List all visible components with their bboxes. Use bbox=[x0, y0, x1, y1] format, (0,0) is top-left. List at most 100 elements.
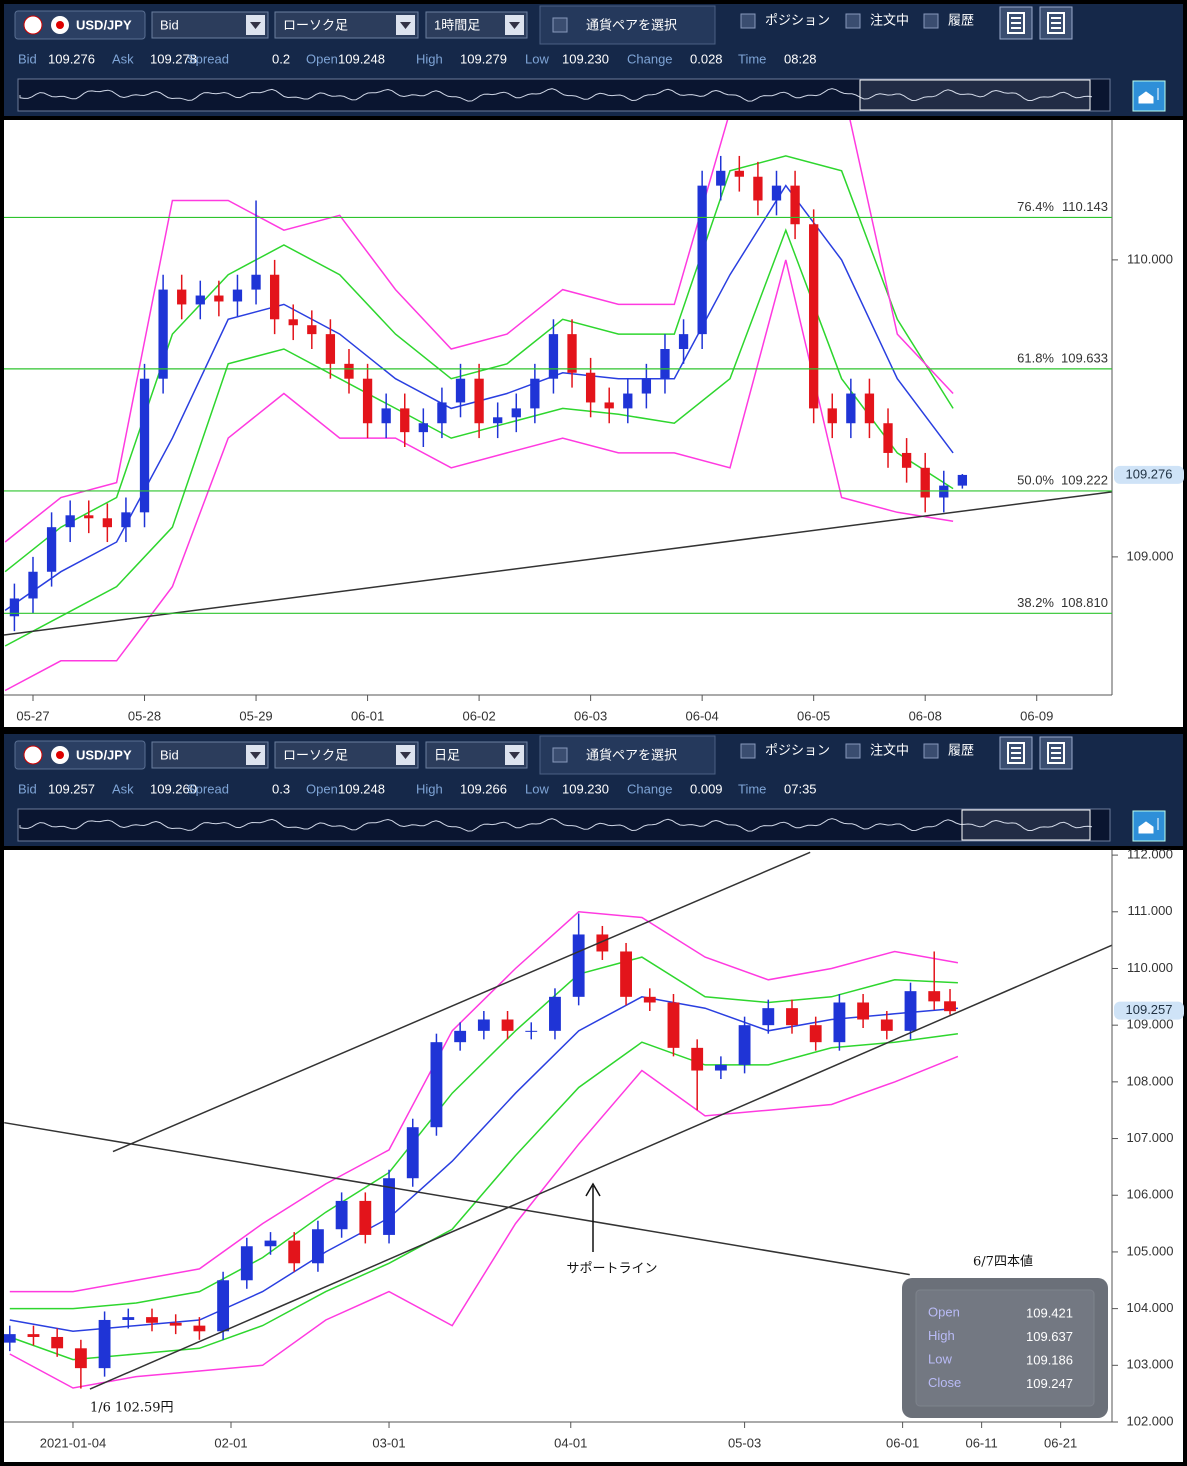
quote-label: Spread bbox=[187, 781, 229, 796]
candle-body bbox=[620, 951, 632, 997]
box-label: Low bbox=[928, 1351, 952, 1366]
candle-body bbox=[809, 1025, 822, 1043]
price-tag-label: 109.257 bbox=[1126, 1002, 1173, 1017]
navigator-window[interactable] bbox=[859, 79, 1091, 111]
quote-label: Open bbox=[306, 51, 338, 66]
plot bbox=[4, 851, 1112, 1390]
quote-value: 07:35 bbox=[784, 781, 817, 796]
candle-body bbox=[158, 289, 168, 379]
checkbox[interactable] bbox=[552, 17, 568, 33]
annotation: サポートライン bbox=[566, 1260, 657, 1275]
dropdown[interactable] bbox=[274, 741, 419, 769]
dropdown-label: Bid bbox=[160, 17, 179, 32]
quote-label: Time bbox=[738, 781, 766, 796]
checkbox-label: ポジション bbox=[765, 12, 830, 27]
candle-body bbox=[857, 1002, 870, 1020]
box-value: 109.186 bbox=[1026, 1352, 1073, 1367]
box-title: 6/7四本値 bbox=[973, 1254, 1033, 1270]
box-value: 109.637 bbox=[1026, 1329, 1073, 1344]
candle-body bbox=[146, 1317, 158, 1323]
quote-value: 109.279 bbox=[460, 51, 507, 66]
candle-body bbox=[864, 393, 875, 424]
quote-label: Ask bbox=[112, 781, 134, 796]
quote-value: 0.028 bbox=[690, 51, 723, 66]
checkbox-label: 注文中 bbox=[870, 742, 909, 757]
checkbox[interactable] bbox=[740, 743, 756, 759]
quote-value: 109.266 bbox=[460, 781, 507, 796]
x-tick-label: 06-01 bbox=[886, 1435, 919, 1450]
x-tick-label: 06-05 bbox=[797, 708, 830, 723]
checkbox[interactable] bbox=[845, 13, 861, 29]
candle-body bbox=[214, 295, 224, 302]
select-pair-button[interactable] bbox=[539, 5, 716, 45]
checkbox[interactable] bbox=[740, 13, 756, 29]
x-tick-label: 05-28 bbox=[128, 708, 161, 723]
candle-body bbox=[734, 170, 744, 177]
y-tick-label: 112.000 bbox=[1127, 847, 1173, 862]
pair-button[interactable] bbox=[14, 10, 146, 40]
candle-body bbox=[477, 1019, 490, 1031]
candle-body bbox=[455, 378, 466, 403]
dropdown[interactable] bbox=[274, 11, 419, 39]
quote-label: Open bbox=[306, 781, 338, 796]
checkbox[interactable] bbox=[923, 13, 939, 29]
candle-body bbox=[846, 393, 856, 424]
plot bbox=[4, 120, 1112, 692]
candle-body bbox=[344, 363, 354, 379]
candle-body bbox=[786, 1008, 798, 1026]
quote-label: Time bbox=[738, 51, 766, 66]
quote-value: 109.260 bbox=[150, 781, 197, 796]
candle-body bbox=[269, 274, 280, 320]
candle-body bbox=[362, 378, 373, 424]
checkbox[interactable] bbox=[923, 743, 939, 759]
x-tick-label: 06-01 bbox=[351, 708, 384, 723]
y-tick-label: 110.000 bbox=[1127, 251, 1173, 266]
candle-body bbox=[46, 527, 57, 572]
candle-body bbox=[753, 176, 763, 201]
checkbox[interactable] bbox=[552, 747, 568, 763]
candle-body bbox=[51, 1336, 64, 1349]
checkbox[interactable] bbox=[845, 743, 861, 759]
fib-level: 38.2% bbox=[1017, 595, 1054, 610]
dropdown-arrow bbox=[250, 22, 261, 29]
checkbox-label: ポジション bbox=[765, 742, 830, 757]
candle-body bbox=[667, 1002, 680, 1048]
y-tick-label: 105.000 bbox=[1127, 1243, 1174, 1258]
candle-body bbox=[790, 185, 800, 225]
trend-line bbox=[4, 491, 1112, 636]
dropdown-arrow bbox=[250, 752, 261, 759]
candle-body bbox=[307, 325, 317, 335]
quote-value: 0.2 bbox=[272, 51, 290, 66]
candle-body bbox=[572, 934, 585, 997]
x-tick-label: 06-11 bbox=[965, 1435, 997, 1450]
select-pair-button[interactable] bbox=[539, 735, 716, 775]
candle-body bbox=[928, 991, 941, 1002]
x-tick-label: 06-21 bbox=[1044, 1435, 1077, 1450]
band-line bbox=[9, 911, 959, 1293]
candle-body bbox=[311, 1229, 324, 1264]
candle-body bbox=[217, 1280, 230, 1332]
quote-label: Low bbox=[525, 51, 549, 66]
candle-body bbox=[549, 996, 561, 1031]
quote-label: Ask bbox=[112, 51, 134, 66]
candle-body bbox=[567, 334, 577, 373]
candle-body bbox=[240, 1246, 253, 1281]
candle-body bbox=[325, 334, 336, 364]
select-pair-label: 通貨ペアを選択 bbox=[586, 747, 677, 762]
candle-body bbox=[501, 1019, 514, 1031]
trend-line bbox=[4, 1121, 910, 1276]
candle-body bbox=[264, 1240, 277, 1247]
candle-body bbox=[901, 452, 912, 468]
candle-body bbox=[383, 1178, 395, 1235]
select-pair-label: 通貨ペアを選択 bbox=[586, 17, 677, 32]
pair-button[interactable] bbox=[14, 740, 146, 770]
tool-icon bbox=[1007, 742, 1025, 764]
checkbox-label: 履歴 bbox=[948, 742, 974, 757]
quote-label: High bbox=[416, 51, 443, 66]
navigator-window[interactable] bbox=[961, 809, 1091, 841]
y-tick-label: 108.000 bbox=[1127, 1073, 1174, 1088]
candle-body bbox=[548, 334, 559, 379]
candle-body bbox=[430, 1042, 443, 1128]
candle-body bbox=[418, 423, 428, 433]
fib-value: 108.810 bbox=[1061, 595, 1108, 610]
